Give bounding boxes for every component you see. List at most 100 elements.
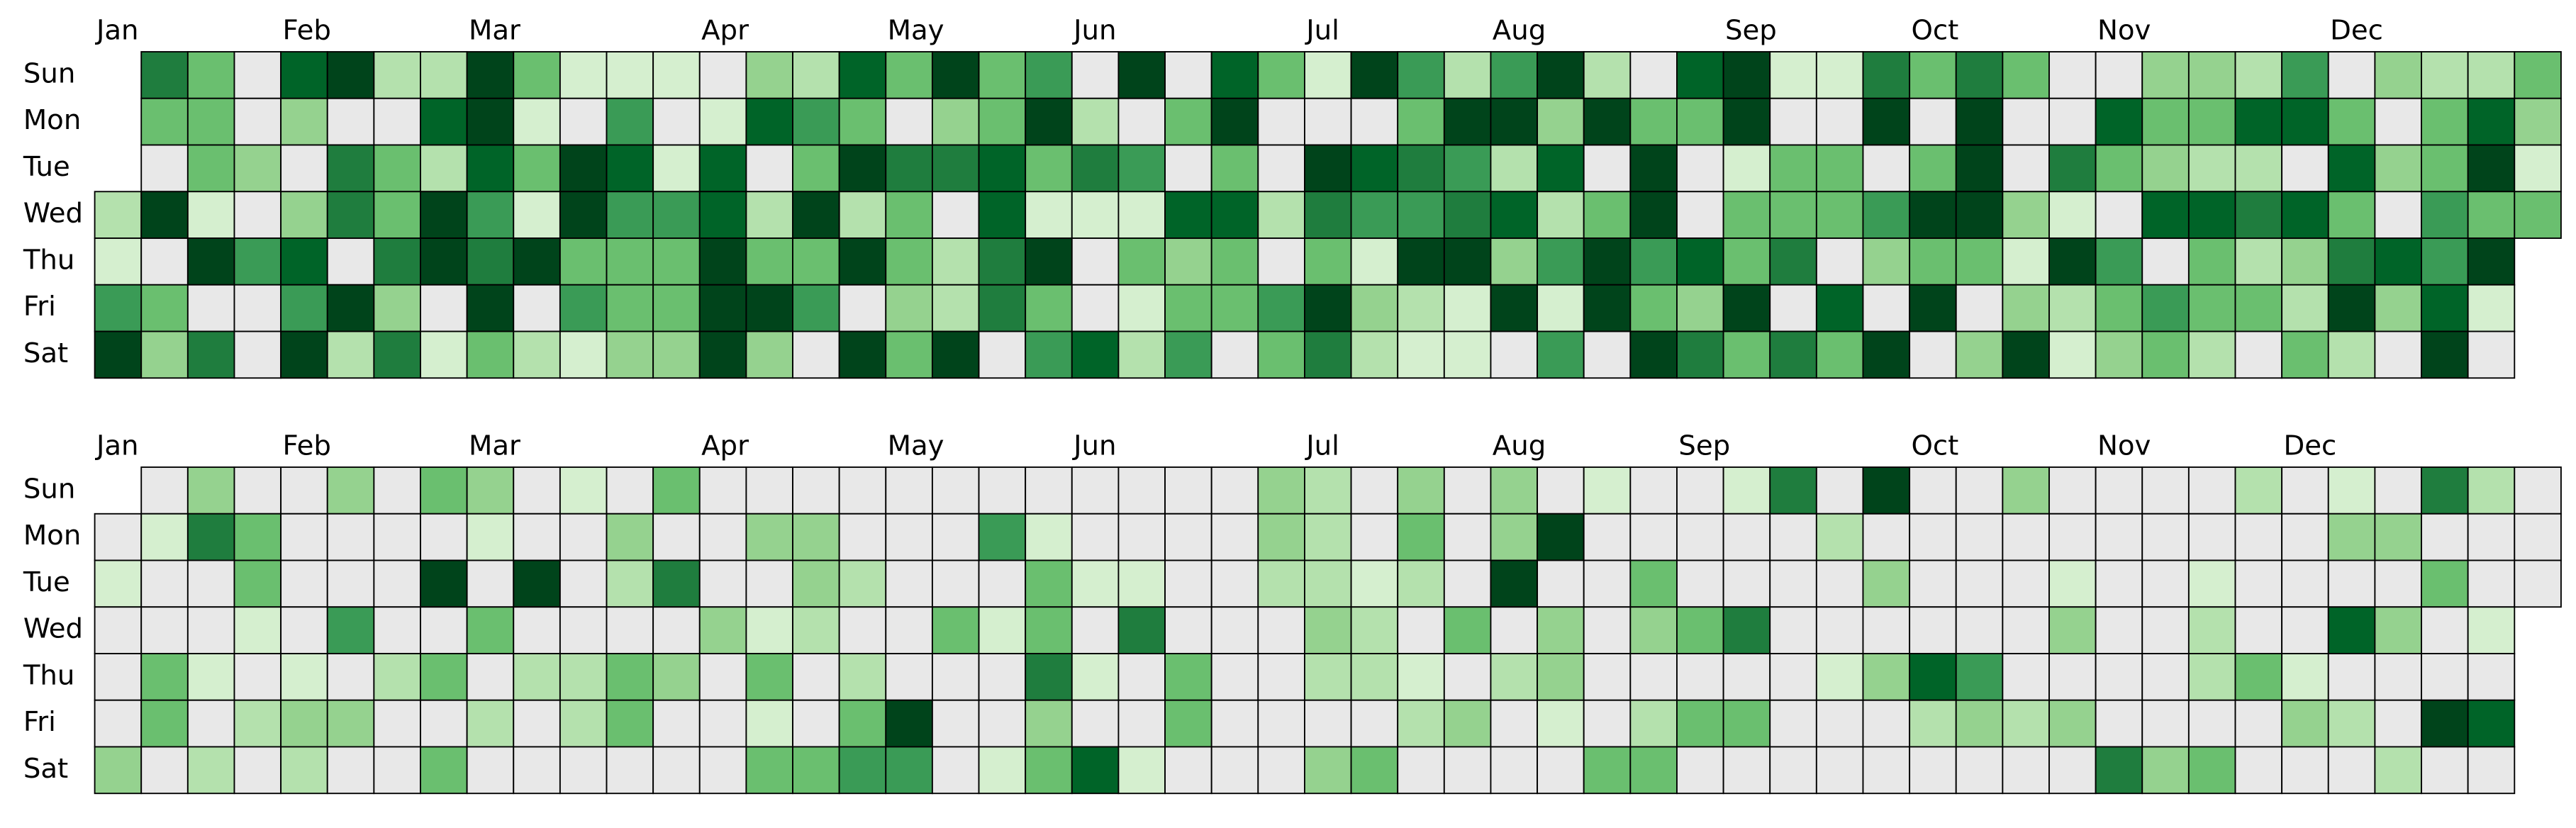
day-cell	[280, 746, 328, 795]
day-cell	[931, 513, 980, 561]
day-cell	[2467, 699, 2516, 748]
day-cell	[1164, 191, 1212, 239]
day-cell	[186, 284, 235, 332]
day-cell	[1443, 237, 1492, 286]
day-cell	[885, 144, 933, 193]
day-cell	[1210, 51, 1259, 99]
day-cell	[2467, 513, 2516, 561]
day-cell	[1629, 330, 1678, 379]
day-cell	[2374, 97, 2422, 146]
day-cell	[1815, 513, 1864, 561]
day-cell	[1397, 144, 1445, 193]
day-cell	[326, 606, 375, 654]
day-cell	[1955, 746, 2004, 795]
day-cell	[420, 330, 468, 379]
day-cell	[2281, 97, 2329, 146]
day-cell	[1210, 699, 1259, 748]
day-cell	[1257, 746, 1305, 795]
day-cell	[698, 466, 747, 515]
day-cell	[2095, 466, 2143, 515]
day-cell	[606, 513, 654, 561]
day-cell	[2327, 191, 2376, 239]
day-cell	[2421, 144, 2469, 193]
day-cell	[931, 144, 980, 193]
day-cell	[2327, 97, 2376, 146]
day-cell	[1490, 606, 1539, 654]
day-cell	[140, 559, 189, 608]
day-cell	[1537, 144, 1585, 193]
day-cell	[2467, 144, 2516, 193]
day-cell	[2002, 466, 2050, 515]
day-cell	[1909, 237, 1957, 286]
day-cell	[606, 191, 654, 239]
day-cell	[1304, 97, 1352, 146]
day-cell	[373, 559, 421, 608]
day-cell	[698, 746, 747, 795]
day-cell	[373, 51, 421, 99]
day-cell	[2141, 746, 2190, 795]
day-cell	[559, 653, 608, 701]
day-cell	[1862, 653, 1911, 701]
day-cell	[2002, 513, 2050, 561]
day-cell	[652, 144, 701, 193]
day-cell	[420, 746, 468, 795]
day-cell	[140, 237, 189, 286]
day-cell	[1537, 51, 1585, 99]
day-cell	[1117, 653, 1166, 701]
day-cell	[698, 191, 747, 239]
day-cell	[2141, 284, 2190, 332]
day-cell	[2421, 513, 2469, 561]
day-cell	[2327, 513, 2376, 561]
day-cell	[1862, 330, 1911, 379]
calendar-year: Jan Feb Mar Apr May Jun Jul Aug Sep Oct Nov Dec Sun M…	[23, 14, 2562, 379]
day-cell	[1257, 559, 1305, 608]
day-cell	[373, 513, 421, 561]
day-cell	[792, 746, 840, 795]
day-cell	[1443, 51, 1492, 99]
day-cell	[1862, 51, 1911, 99]
day-cell	[931, 191, 980, 239]
day-cell	[513, 284, 561, 332]
day-cell	[1583, 97, 1632, 146]
month-label: Mar	[469, 430, 520, 461]
day-cell	[1350, 284, 1399, 332]
day-cell	[1583, 191, 1632, 239]
day-cell	[1304, 51, 1352, 99]
day-cell	[2281, 330, 2329, 379]
day-cell	[326, 699, 375, 748]
day-cell	[606, 653, 654, 701]
day-cell	[513, 330, 561, 379]
day-cell	[2002, 191, 2050, 239]
day-cell	[2048, 466, 2097, 515]
day-cell	[513, 97, 561, 146]
day-cell	[466, 653, 515, 701]
day-cell	[1210, 559, 1259, 608]
day-cell	[233, 237, 282, 286]
day-cell	[1304, 284, 1352, 332]
day-cell	[1164, 513, 1212, 561]
day-cell	[885, 699, 933, 748]
day-cell	[2327, 237, 2376, 286]
day-cell	[978, 746, 1027, 795]
day-cell	[698, 97, 747, 146]
day-cell	[1583, 653, 1632, 701]
day-cell	[1722, 237, 1771, 286]
day-cell	[1629, 466, 1678, 515]
weekday-label: Mon	[23, 520, 82, 552]
day-cell	[978, 51, 1027, 99]
day-cell	[1164, 559, 1212, 608]
day-cell	[838, 191, 887, 239]
day-cell	[2281, 513, 2329, 561]
day-cell	[1629, 144, 1678, 193]
day-cell	[2141, 51, 2190, 99]
day-cell	[1304, 330, 1352, 379]
day-cell	[513, 191, 561, 239]
day-cell	[1443, 284, 1492, 332]
day-cell	[2514, 466, 2562, 515]
day-cell	[698, 513, 747, 561]
day-cell	[2421, 191, 2469, 239]
day-cell	[2327, 284, 2376, 332]
day-cell	[140, 144, 189, 193]
day-cell	[1769, 606, 1817, 654]
day-cell	[2141, 330, 2190, 379]
